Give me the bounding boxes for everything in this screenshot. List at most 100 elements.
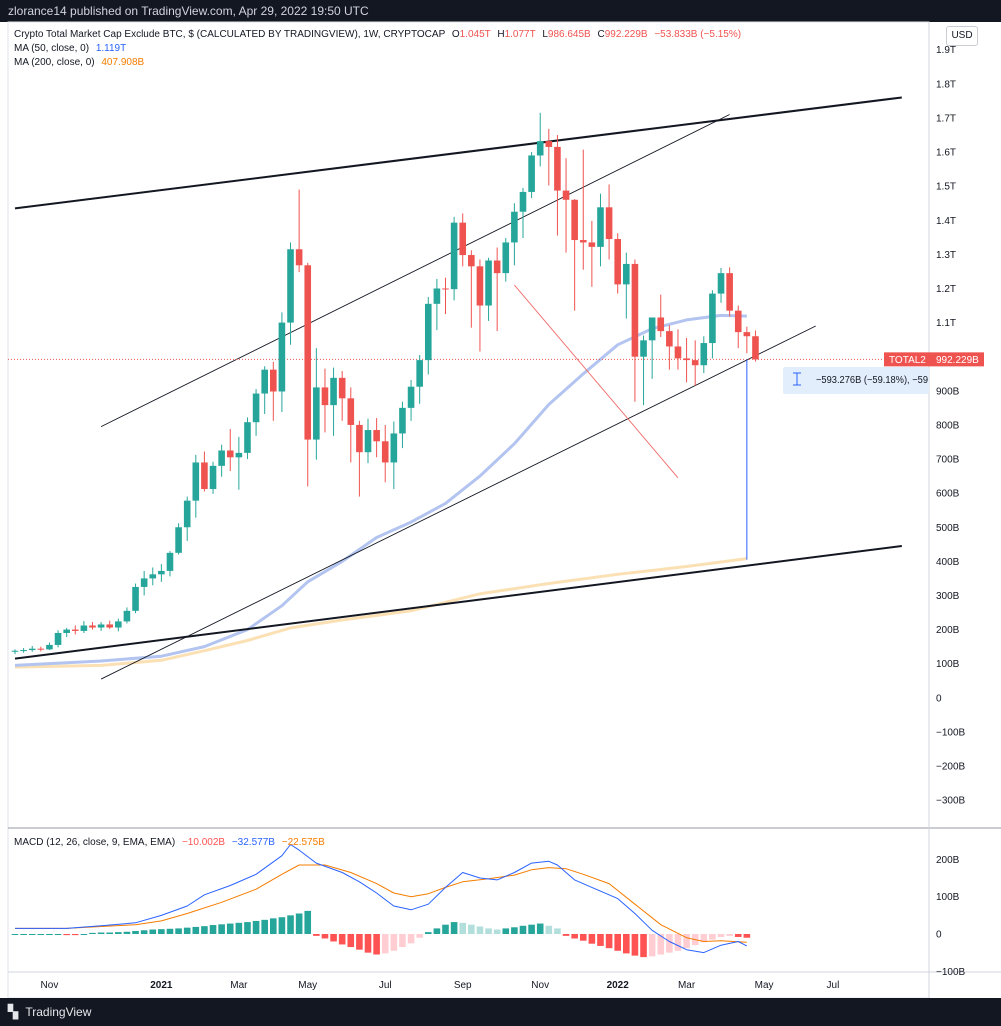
candle-body xyxy=(709,293,716,344)
candle-body xyxy=(631,263,639,357)
candle-body xyxy=(485,260,492,306)
currency-button[interactable]: USD xyxy=(946,26,978,46)
macd-line xyxy=(15,844,748,954)
price-axis-label: 0 xyxy=(936,693,942,704)
macd-histogram-bar xyxy=(623,934,630,954)
macd-histogram-bar xyxy=(261,919,268,934)
macd-label: MACD (12, 26, close, 9, EMA, EMA) xyxy=(14,837,176,848)
candle-body xyxy=(304,265,312,440)
macd-histogram-bar xyxy=(304,910,312,934)
candle-body xyxy=(752,336,759,360)
candle-body xyxy=(37,648,45,650)
change-value: −53.833B (−5.15%) xyxy=(654,29,742,40)
macd-histogram-bar xyxy=(459,922,467,934)
price-axis-label: 300B xyxy=(936,591,960,602)
price-axis-label: −200B xyxy=(936,762,966,773)
candle-body xyxy=(63,629,70,633)
candle-body xyxy=(614,239,621,285)
chart-canvas[interactable]: 1.9T 1.8T 1.7T 1.6T 1.5T 1.4T 1.3T 1.2T 1.1T 900B… xyxy=(0,0,1001,998)
ma50-value: 1.119T xyxy=(95,43,127,54)
macd-histogram-bar xyxy=(115,932,122,934)
candle-body xyxy=(158,570,165,575)
candle-body xyxy=(554,146,561,191)
close-label: C xyxy=(597,29,605,40)
macd-histogram-bar xyxy=(614,934,621,951)
time-axis-label: Jul xyxy=(827,980,840,991)
macd-histogram-bar xyxy=(390,934,398,951)
candle-body xyxy=(313,387,320,440)
low-value: 986.645B xyxy=(547,29,591,40)
time-axis-label: Jul xyxy=(379,980,392,991)
candle-body xyxy=(743,332,751,337)
macd-histogram-bar xyxy=(192,926,200,934)
price-axis-label: −100B xyxy=(936,727,966,738)
candle-body xyxy=(424,303,432,361)
macd-histogram-bar xyxy=(476,926,484,934)
macd-histogram-bar xyxy=(468,924,475,934)
macd-histogram-bar xyxy=(373,934,380,955)
macd-histogram-bar xyxy=(717,934,725,937)
trendline-red-downtrend xyxy=(514,284,679,479)
macd-axis-label: 200B xyxy=(936,855,960,866)
measure-label: −593.276B (−59.18%), −59 xyxy=(816,375,928,386)
candle-body xyxy=(536,141,544,156)
candle-body xyxy=(459,222,467,256)
candle-body xyxy=(519,191,527,212)
candle-body xyxy=(28,648,36,651)
macd-axis-label: −100B xyxy=(936,967,966,978)
macd-histogram-bar xyxy=(201,926,208,934)
candle-body xyxy=(106,624,114,628)
candle-body xyxy=(726,273,733,311)
ma50-line xyxy=(14,313,747,667)
candle-body xyxy=(149,574,157,579)
price-badge-value: 992.229B xyxy=(936,355,979,366)
macd-histogram-bar xyxy=(450,922,458,934)
price-axis-label: 1.5T xyxy=(936,182,956,193)
macd-histogram-bar xyxy=(226,923,234,934)
macd-histogram-bar xyxy=(597,934,604,946)
candle-body xyxy=(347,398,355,425)
price-axis-label: 1.8T xyxy=(936,79,956,90)
ma200-line xyxy=(14,557,747,669)
macd-hist-value: −10.002B xyxy=(181,837,226,848)
open-value: 1.045T xyxy=(459,29,491,40)
candle-body xyxy=(407,386,415,408)
macd-histogram-bar xyxy=(519,925,527,934)
macd-histogram-bar xyxy=(287,915,294,934)
candle-body xyxy=(244,422,251,453)
macd-histogram-bar xyxy=(364,934,372,953)
candle-body xyxy=(226,450,234,458)
macd-histogram-bar xyxy=(381,934,389,954)
macd-histogram-bar xyxy=(726,934,733,936)
macd-histogram-bar xyxy=(683,934,690,949)
publish-bar: zlorance14 published on TradingView.com,… xyxy=(0,0,1001,22)
macd-histogram-bar xyxy=(356,934,363,950)
macd-histogram-bar xyxy=(149,929,157,934)
candle-body xyxy=(132,586,139,611)
candle-body xyxy=(571,199,578,241)
macd-legend: MACD (12, 26, close, 9, EMA, EMA) −10.00… xyxy=(14,836,325,850)
trendline-inner-upper xyxy=(100,114,730,428)
macd-histogram-bar xyxy=(536,923,544,934)
footer-brand: TradingView xyxy=(25,1005,92,1019)
candle-body xyxy=(80,625,88,631)
candle-body xyxy=(597,207,604,247)
macd-histogram-bar xyxy=(252,920,260,934)
candle-body xyxy=(20,650,27,652)
time-axis-label: Nov xyxy=(41,980,59,991)
ma200-legend: MA (200, close, 0) 407.908B xyxy=(14,56,144,70)
ma50-legend: MA (50, close, 0) 1.119T xyxy=(14,42,126,56)
candle-body xyxy=(54,632,62,645)
candle-body xyxy=(390,433,398,463)
candle-body xyxy=(442,288,449,290)
macd-histogram-bar xyxy=(416,934,423,938)
candle-body xyxy=(528,155,535,192)
candle-body xyxy=(175,527,182,553)
candle-body xyxy=(235,452,243,458)
macd-histogram-bar xyxy=(424,932,432,934)
macd-histogram-bar xyxy=(709,934,716,940)
price-axis-label: 700B xyxy=(936,455,960,466)
macd-histogram-bar xyxy=(54,934,62,935)
candle-body xyxy=(648,317,656,341)
macd-histogram-bar xyxy=(313,934,320,936)
